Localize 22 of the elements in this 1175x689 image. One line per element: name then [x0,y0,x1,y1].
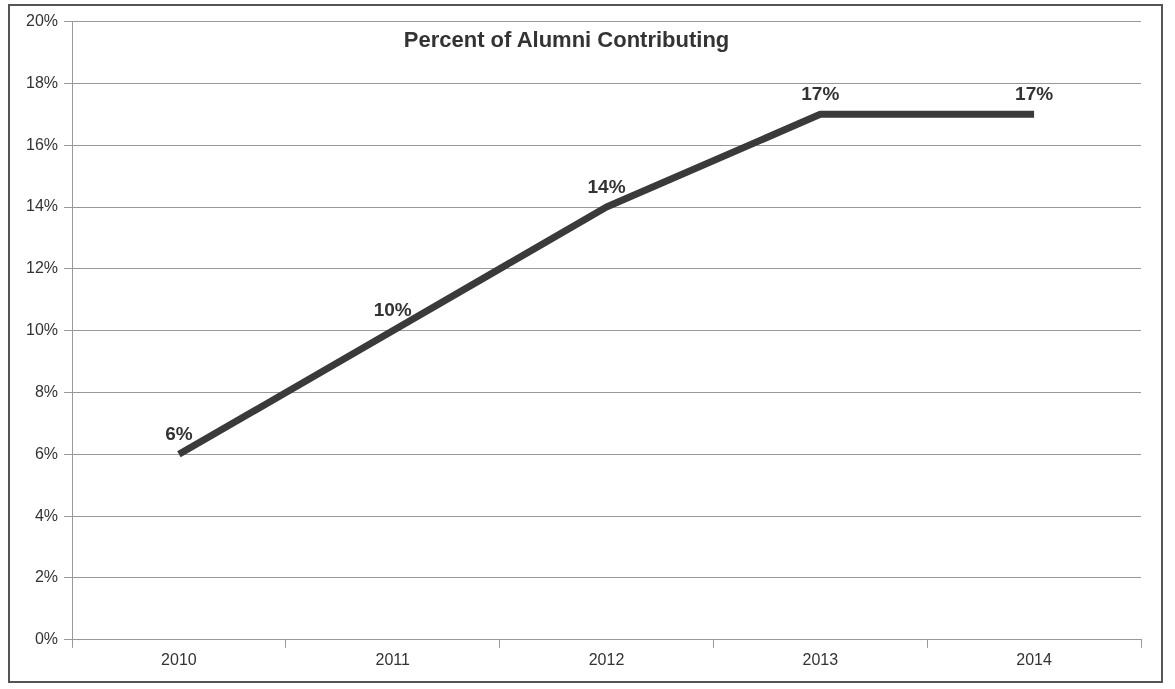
data-label: 17% [801,83,840,105]
y-tick-label: 0% [34,630,59,648]
y-tick-label: 14% [25,197,59,215]
data-label: 14% [587,175,626,197]
y-tick-label: 16% [25,135,59,153]
y-tick-label: 2% [34,568,59,586]
data-label: 10% [373,299,412,321]
y-tick-label: 8% [34,382,59,400]
x-tick-label: 2012 [588,650,625,668]
y-tick-label: 12% [25,259,59,277]
x-tick-label: 2013 [802,650,839,668]
data-label: 6% [165,423,193,445]
x-tick-label: 2011 [375,650,411,668]
y-tick-label: 18% [25,73,59,91]
y-tick-label: 6% [34,444,59,462]
data-label: 17% [1015,83,1054,105]
x-tick-label: 2010 [161,650,197,668]
x-tick-label: 2014 [1016,650,1052,668]
chart-title: Percent of Alumni Contributing [403,26,730,52]
y-tick-label: 10% [25,321,59,339]
y-tick-label: 4% [34,506,59,524]
y-tick-label: 20% [25,12,59,30]
